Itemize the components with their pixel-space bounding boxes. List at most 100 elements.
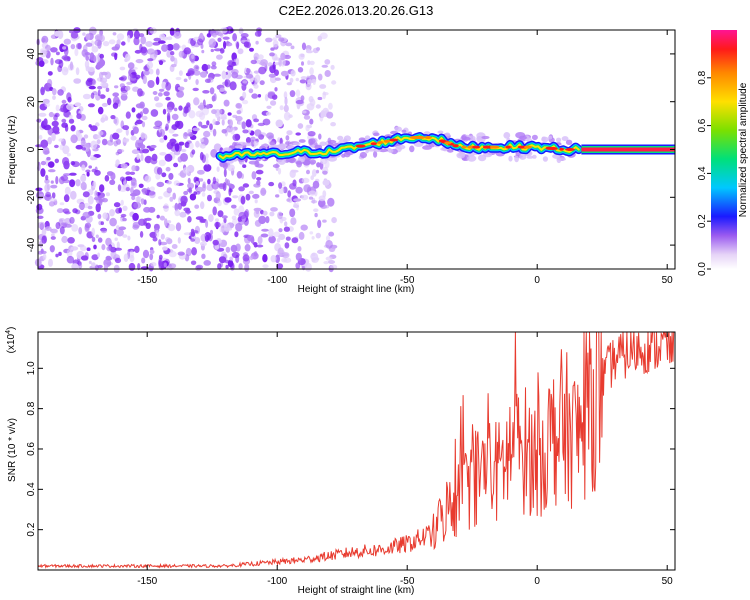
noise-blob xyxy=(112,32,117,36)
noise-blob xyxy=(265,216,270,224)
noise-blob xyxy=(195,264,204,270)
noise-blob xyxy=(226,65,234,71)
noise-blob xyxy=(132,221,140,229)
trace-hotspot xyxy=(505,145,511,149)
noise-blob xyxy=(153,125,161,130)
trace-halo xyxy=(401,129,407,133)
noise-blob xyxy=(191,247,198,256)
noise-blob xyxy=(81,164,86,171)
noise-blob xyxy=(142,107,149,115)
noise-blob xyxy=(112,92,119,97)
noise-blob xyxy=(225,264,229,269)
x-tick-label: 0 xyxy=(534,275,540,286)
noise-blob xyxy=(262,254,268,263)
noise-blob xyxy=(303,184,312,193)
noise-blob xyxy=(149,253,154,261)
noise-blob xyxy=(286,198,291,202)
noise-blob xyxy=(170,51,175,56)
noise-blob xyxy=(164,218,168,227)
noise-blob xyxy=(178,70,183,76)
noise-blob xyxy=(122,138,129,143)
noise-blob xyxy=(286,130,293,136)
noise-blob xyxy=(238,211,246,220)
noise-blob xyxy=(236,171,243,179)
noise-blob xyxy=(217,200,222,207)
noise-blob xyxy=(123,253,129,262)
noise-blob xyxy=(272,40,279,48)
noise-blob xyxy=(80,174,87,183)
noise-blob xyxy=(289,169,296,178)
noise-blob xyxy=(331,80,337,85)
noise-blob xyxy=(178,50,184,58)
noise-blob xyxy=(210,48,214,53)
noise-blob xyxy=(141,121,146,128)
noise-blob xyxy=(248,190,254,195)
noise-blob xyxy=(59,202,65,206)
trace-hotspot xyxy=(548,147,558,150)
noise-blob xyxy=(253,118,259,123)
noise-blob xyxy=(94,34,103,42)
noise-blob xyxy=(114,257,122,264)
trace-hotspot xyxy=(424,136,432,139)
trace-band-3 xyxy=(219,135,580,160)
trace-halo xyxy=(388,148,394,153)
noise-blob xyxy=(88,165,92,169)
noise-blob xyxy=(245,73,254,79)
noise-blob xyxy=(118,226,127,231)
noise-blob xyxy=(322,91,327,100)
noise-blob xyxy=(223,217,227,224)
noise-blob xyxy=(258,66,267,75)
noise-blob xyxy=(194,204,200,209)
x-tick-label: 0 xyxy=(534,576,540,587)
noise-blob xyxy=(158,254,163,260)
trace-hotspot xyxy=(490,145,500,149)
noise-blob xyxy=(176,90,185,98)
noise-blob xyxy=(173,31,182,39)
noise-blob xyxy=(148,190,156,199)
noise-blob xyxy=(102,212,108,220)
noise-blob xyxy=(200,201,205,210)
noise-blob xyxy=(229,81,237,91)
noise-blob xyxy=(122,217,127,222)
noise-blob xyxy=(195,140,200,148)
noise-blob xyxy=(314,212,318,218)
noise-blob xyxy=(230,127,235,135)
noise-blob xyxy=(250,136,256,142)
noise-blob xyxy=(323,261,329,265)
noise-blob xyxy=(63,38,71,45)
trace-halo xyxy=(422,145,432,150)
noise-blob xyxy=(71,263,79,270)
noise-blob xyxy=(52,125,60,134)
noise-blob xyxy=(38,134,43,140)
noise-blob xyxy=(331,217,337,224)
noise-blob xyxy=(200,71,207,78)
noise-blob xyxy=(87,103,95,108)
noise-blob xyxy=(166,180,172,185)
noise-blob xyxy=(183,106,189,114)
trace-halo xyxy=(519,135,527,140)
noise-blob xyxy=(145,41,154,47)
noise-blob xyxy=(207,194,212,202)
noise-blob xyxy=(116,128,123,133)
noise-blob xyxy=(155,68,160,76)
noise-blob xyxy=(177,143,182,152)
noise-blob xyxy=(64,186,71,196)
noise-blob xyxy=(44,102,51,108)
noise-blob xyxy=(75,144,83,150)
snr-panel: -150 -100 -50 0 50 0.2 0.4 0.6 0.8 1.0 Height of… xyxy=(5,327,676,596)
noise-blob xyxy=(301,61,304,66)
noise-blob xyxy=(237,120,243,126)
noise-blob xyxy=(70,125,76,132)
noise-blob xyxy=(100,228,108,234)
noise-blob xyxy=(173,180,180,186)
noise-blob xyxy=(41,228,47,236)
trace-halo xyxy=(319,141,327,147)
y-tick-label: 0 xyxy=(26,146,37,152)
noise-blob xyxy=(140,133,148,141)
noise-blob xyxy=(106,246,112,252)
noise-blob xyxy=(53,114,58,121)
noise-blob xyxy=(273,231,281,238)
noise-blob xyxy=(100,82,109,87)
noise-blob xyxy=(139,33,145,38)
trace-halo xyxy=(298,139,306,143)
